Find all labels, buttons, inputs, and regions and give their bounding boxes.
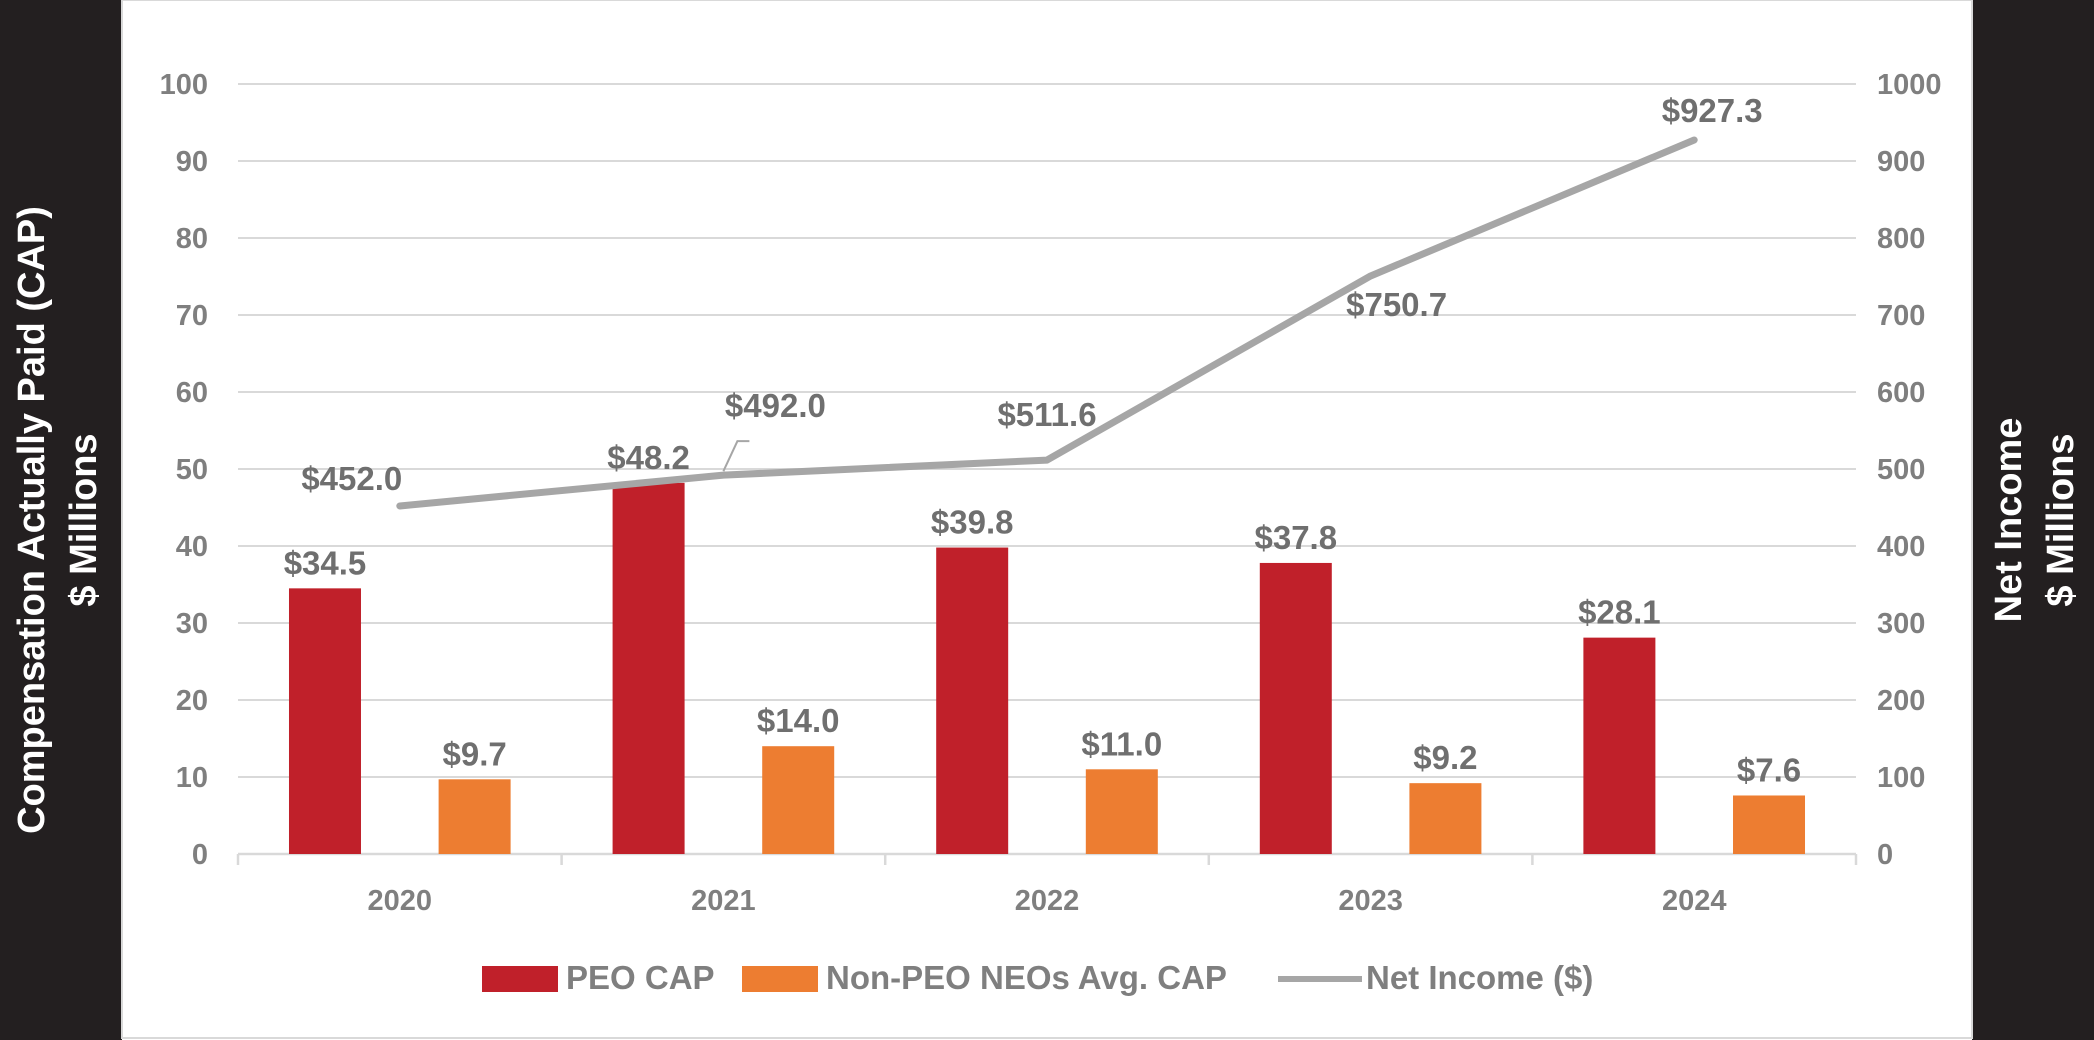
y-tick-label: 70 <box>176 300 208 332</box>
left-side-panel <box>0 0 122 1040</box>
y-tick-label: 30 <box>176 608 208 640</box>
y2-tick-label: 600 <box>1877 377 1925 409</box>
data-label: $39.8 <box>931 504 1014 541</box>
y2-tick-label: 100 <box>1877 762 1925 794</box>
bar-peo-cap <box>288 588 361 854</box>
net-income-label: $927.3 <box>1662 92 1763 129</box>
bar-non-peo-cap <box>1085 769 1158 854</box>
bar-peo-cap <box>936 547 1009 854</box>
legend-label-non-peo-cap: Non-PEO NEOs Avg. CAP <box>826 959 1227 996</box>
bar-peo-cap <box>1583 637 1656 854</box>
y2-tick-label: 200 <box>1877 685 1925 717</box>
x-tick-label: 2024 <box>1662 885 1727 917</box>
y-tick-label: 100 <box>160 69 208 101</box>
right-axis-ticks: 0 100 200 300 400 500 600 700 800 900 1000 <box>1877 69 1942 871</box>
y-tick-label: 0 <box>192 839 208 871</box>
data-label: $28.1 <box>1578 594 1661 631</box>
net-income-label: $511.6 <box>997 396 1096 433</box>
net-income-label-leader <box>722 440 750 472</box>
y2-tick-label: 0 <box>1877 839 1893 871</box>
net-income-label: $452.0 <box>301 460 402 497</box>
data-label: $9.7 <box>442 735 506 772</box>
net-income-line <box>396 136 1698 510</box>
net-income-label: $750.7 <box>1346 286 1447 323</box>
y2-tick-label: 900 <box>1877 146 1925 178</box>
data-label: $7.6 <box>1737 751 1801 788</box>
data-label: $48.2 <box>607 439 690 476</box>
y-tick-label: 40 <box>176 531 208 563</box>
gridlines <box>238 83 1856 778</box>
y-tick-label: 90 <box>176 146 208 178</box>
y2-tick-label: 300 <box>1877 608 1925 640</box>
y-tick-label: 60 <box>176 377 208 409</box>
y2-tick-label: 1000 <box>1877 69 1942 101</box>
legend-label-net-income: Net Income ($) <box>1366 959 1593 996</box>
y-tick-label: 50 <box>176 454 208 486</box>
bar-non-peo-cap <box>1409 783 1482 854</box>
net-income-label: $492.0 <box>725 387 826 424</box>
legend: PEO CAP Non-PEO NEOs Avg. CAP Net Income… <box>482 959 1593 996</box>
x-tick-label: 2020 <box>368 885 433 917</box>
right-side-panel <box>1972 0 2094 1040</box>
plot-area-border <box>121 0 1973 1039</box>
bar-non-peo-cap <box>438 779 511 854</box>
right-axis-title-line2: $ Millions <box>2040 433 2082 606</box>
legend-swatch-non-peo-cap <box>742 966 818 992</box>
y2-tick-label: 500 <box>1877 454 1925 486</box>
y2-tick-label: 700 <box>1877 300 1925 332</box>
data-label: $37.8 <box>1254 519 1337 556</box>
right-axis-title-line1: Net Income <box>1988 418 2030 623</box>
data-label: $9.2 <box>1413 739 1477 776</box>
left-axis-ticks: 0 10 20 30 40 50 60 70 80 90 100 <box>160 69 208 871</box>
legend-label-peo-cap: PEO CAP <box>566 959 715 996</box>
left-axis-title-line1: Compensation Actually Paid (CAP) <box>11 206 53 834</box>
y2-tick-label: 400 <box>1877 531 1925 563</box>
data-label: $34.5 <box>284 544 367 581</box>
y-tick-label: 80 <box>176 223 208 255</box>
y-tick-label: 10 <box>176 762 208 794</box>
bar-peo-cap <box>612 482 685 854</box>
data-labels: $34.5 $48.2 $39.8 $37.8 $28.1 $9.7 $14.0 $11.0 $… <box>284 92 1801 789</box>
left-axis-title-line2: $ Millions <box>63 433 105 606</box>
data-label: $14.0 <box>757 702 840 739</box>
net-income-line-group <box>396 136 1698 510</box>
bars <box>288 482 1806 854</box>
data-label: $11.0 <box>1081 725 1162 762</box>
x-tick-label: 2021 <box>691 885 756 917</box>
bar-peo-cap <box>1259 562 1332 854</box>
x-tick-label: 2023 <box>1338 885 1403 917</box>
x-tick-label: 2022 <box>1015 885 1080 917</box>
legend-swatch-peo-cap <box>482 966 558 992</box>
bar-non-peo-cap <box>762 746 835 854</box>
y2-tick-label: 800 <box>1877 223 1925 255</box>
x-axis: 2020 2021 2022 2023 2024 <box>236 852 1858 917</box>
y-tick-label: 20 <box>176 685 208 717</box>
bar-non-peo-cap <box>1733 795 1806 854</box>
